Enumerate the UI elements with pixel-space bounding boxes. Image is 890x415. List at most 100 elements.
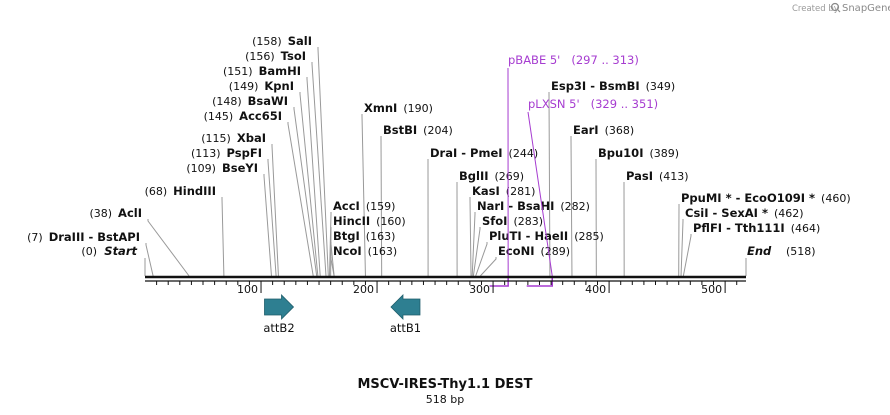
site-position: (269) [495,170,525,183]
end-label: End [747,244,772,258]
site-position: (413) [659,170,689,183]
site-position: (190) [403,102,433,115]
site-leader [475,242,488,277]
site-position: (282) [560,200,590,213]
site-name: PpuMI * - EcoO109I * [681,191,815,205]
site-leader [293,107,318,277]
site-position: (462) [774,207,804,220]
site-position: (163) [368,245,398,258]
site-leader [271,144,279,277]
ruler-label: 300 [469,283,490,296]
site-labels: Start (0) End (518) DraIII - BstAPI (7) AclI (3… [27,34,851,258]
site-position: (68) [145,185,168,198]
primer-leader [527,111,553,277]
site-position: (156) [245,50,275,63]
feature-arrow [264,294,295,320]
site-name: PluTI - HaeII [489,229,568,243]
ruler-label: 100 [237,283,258,296]
site-name: AccI [333,199,360,213]
start-label: Start [104,244,137,258]
map-title: MSCV-IRES-Thy1.1 DEST [358,377,533,392]
site-name: PspFI [227,146,262,160]
site-position: (283) [513,215,543,228]
site-leader-lines [144,47,747,277]
site-name: BglII [459,169,489,183]
site-name: Acc65I [239,109,282,123]
ruler-label: 500 [701,283,722,296]
primer-arrow [489,276,509,287]
site-position: (464) [791,222,821,235]
site-name: HindIII [173,184,216,198]
site-name: SfoI [482,214,507,228]
site-leader [471,212,476,277]
site-name: HincII [333,214,370,228]
site-position: (281) [506,185,536,198]
map-length: 518 bp [426,393,464,406]
site-leader [328,212,332,277]
site-name: XbaI [237,131,266,145]
primer-name: pLXSN 5' [528,97,580,111]
sequence-backbone [145,275,746,282]
site-position: (389) [649,147,679,160]
site-name: PasI [626,169,653,183]
site-leader [221,197,225,277]
primer-range: (297 .. 313) [571,53,639,67]
site-leader [306,77,321,277]
site-leader [570,136,573,277]
site-leader [680,219,684,277]
site-position: (145) [204,110,234,123]
feature-label: attB2 [263,321,294,335]
site-leader [263,174,272,277]
site-name: BstBI [383,123,417,137]
end-position: (518) [786,245,816,258]
site-position: (285) [574,230,604,243]
site-leader [299,92,319,277]
features: attB2 attB1 [263,294,421,335]
site-position: (109) [186,162,216,175]
site-name: XmnI [364,101,397,115]
site-name: Esp3I - BsmBI [551,79,640,93]
site-position: (149) [229,80,259,93]
site-name: CsiI - SexAI * [685,206,768,220]
site-leader [472,227,481,277]
primer-arrow [526,276,553,287]
feature-arrow [390,294,421,320]
site-position: (244) [509,147,539,160]
site-leader [267,159,277,277]
ruler-label: 400 [585,283,606,296]
site-position: (460) [821,192,851,205]
site-position: (38) [89,207,112,220]
site-name: NarI - BsaHI [477,199,554,213]
site-leader [548,92,551,277]
site-position: (115) [201,132,231,145]
site-name: TsoI [281,49,306,63]
site-name: Bpu10I [598,146,643,160]
site-name: SalI [288,34,312,48]
primer-name: pBABE 5' [508,53,560,67]
site-leader [479,257,497,277]
site-position: (158) [252,35,282,48]
site-position: (7) [27,231,43,244]
site-name: KasI [472,184,500,198]
site-position: (289) [540,245,570,258]
snapgene-logo-icon [830,2,841,13]
site-name: KpnI [264,79,294,93]
site-name: BseYI [222,161,258,175]
brand-text: SnapGene [842,3,890,14]
site-leader [361,114,366,277]
site-name: NcoI [333,244,362,258]
primer-range: (329 .. 351) [591,97,659,111]
site-name: BtgI [333,229,360,243]
site-position: (160) [376,215,406,228]
site-name: BsaWI [248,94,288,108]
site-name: EcoNI [498,244,534,258]
site-name: PflFI - Tth111I [693,221,785,235]
site-leader [287,122,314,277]
primers: pBABE 5' (297 .. 313) pLXSN 5' (329 .. 351) [489,53,659,287]
site-leader [145,243,154,277]
site-name: BamHI [259,64,301,78]
site-position: (148) [212,95,242,108]
site-position: (151) [223,65,253,78]
ruler-label: 200 [353,283,374,296]
